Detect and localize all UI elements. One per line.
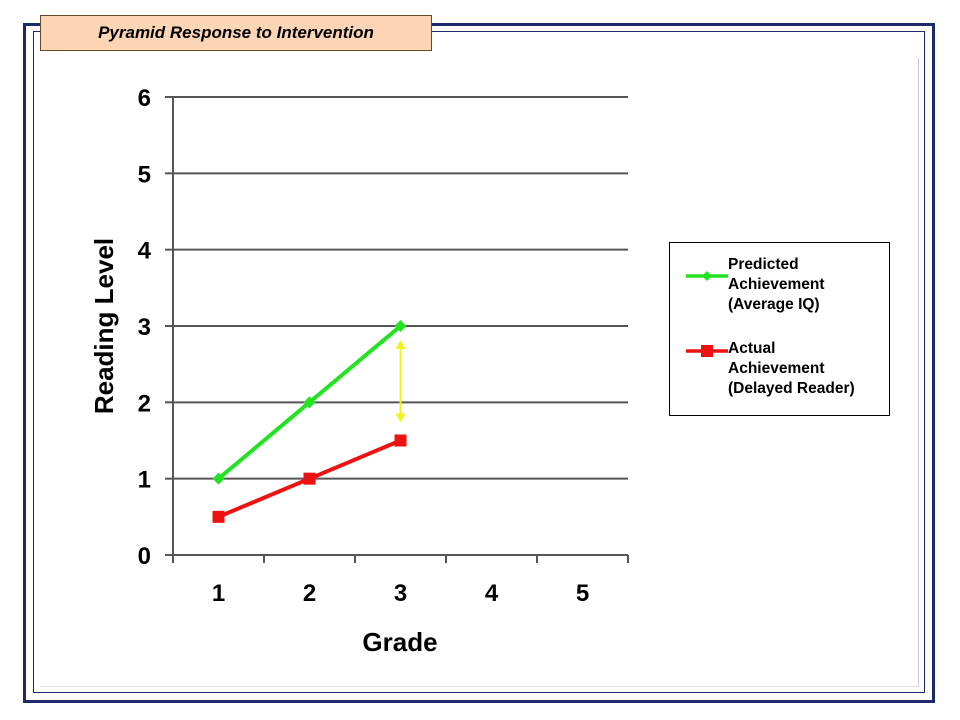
y-tick-label-1: 1 <box>138 467 151 494</box>
y-tick-label-3: 3 <box>138 314 151 341</box>
title-tab-text: Pyramid Response to Intervention <box>98 23 374 42</box>
chart-legend: Predicted Achievement (Average IQ) Actua… <box>669 242 890 416</box>
y-tick-label-5: 5 <box>138 161 151 188</box>
point-predicted-2 <box>303 396 316 409</box>
y-tick-label-6: 6 <box>138 85 151 112</box>
series-layer <box>212 320 407 523</box>
title-tab: Pyramid Response to Intervention <box>40 15 432 51</box>
x-tick-label-1: 1 <box>212 580 225 607</box>
legend-label-actual: Actual Achievement (Delayed Reader) <box>728 340 855 397</box>
y-tick-label-4: 4 <box>138 238 152 265</box>
legend-label-predicted: Predicted Achievement (Average IQ) <box>728 256 825 313</box>
y-axis-title: Reading Level <box>89 238 119 414</box>
y-tick-label-2: 2 <box>138 390 151 417</box>
label-layer: 0 1 2 3 4 5 6 1 2 3 4 5 Grade Reading Level <box>89 85 589 657</box>
x-tick-label-4: 4 <box>485 580 499 607</box>
point-actual-1 <box>212 510 225 523</box>
point-actual-3 <box>394 434 407 447</box>
annotation-layer <box>395 340 406 423</box>
point-predicted-3 <box>394 320 407 332</box>
x-tick-label-3: 3 <box>394 580 407 607</box>
legend-swatch-actual <box>686 345 728 357</box>
y-tick-label-0: 0 <box>138 543 151 570</box>
x-axis-title: Grade <box>362 627 437 657</box>
point-actual-2 <box>303 472 316 485</box>
gap-arrow-head-top <box>395 340 406 349</box>
gap-arrow-head-bottom <box>395 413 406 423</box>
outer-frame <box>23 23 935 703</box>
point-predicted-1 <box>212 472 225 485</box>
axis-layer <box>165 96 629 563</box>
x-tick-label-5: 5 <box>576 580 589 607</box>
inner-frame <box>33 31 925 693</box>
legend-swatch-predicted <box>686 271 728 281</box>
x-tick-label-2: 2 <box>303 580 316 607</box>
